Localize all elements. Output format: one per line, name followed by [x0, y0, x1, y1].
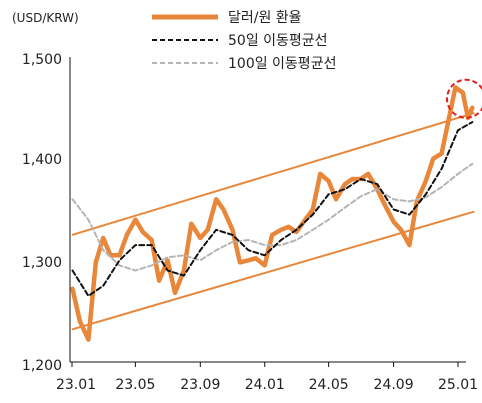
- x-tick-labels: 23.01 23.05 23.09 24.01 24.05 24.09 25.01: [56, 362, 478, 393]
- series-line-0: [70, 85, 475, 342]
- x-tick-label: 23.05: [115, 377, 155, 393]
- plot-area: [70, 78, 482, 342]
- y-tick-label: 1,500: [22, 52, 62, 68]
- x-tick-label: 24.05: [309, 377, 349, 393]
- x-tick-label: 24.09: [374, 377, 414, 393]
- series-line-1: [71, 121, 474, 297]
- y-tick-label: 1,400: [22, 152, 62, 168]
- x-tick-label: 23.01: [56, 377, 96, 393]
- y-tick-label: 1,200: [22, 358, 62, 374]
- y-tick-label: 1,300: [22, 255, 62, 271]
- trend-channel-line: [71, 210, 475, 331]
- x-tick-label: 23.09: [180, 377, 220, 393]
- x-tick-label: 24.01: [245, 377, 285, 393]
- unit-label: (USD/KRW): [12, 11, 79, 25]
- x-tick-label: 25.01: [438, 377, 478, 393]
- legend-label-1: 50일 이동평균선: [228, 33, 328, 49]
- highlight-circle: [446, 78, 482, 119]
- legend: 달러/원 환율 50일 이동평균선 100일 이동평균선: [152, 10, 336, 72]
- legend-label-2: 100일 이동평균선: [228, 56, 336, 72]
- legend-label-0: 달러/원 환율: [228, 10, 302, 26]
- trend-channel-line: [71, 111, 475, 236]
- series-line-2: [71, 162, 474, 272]
